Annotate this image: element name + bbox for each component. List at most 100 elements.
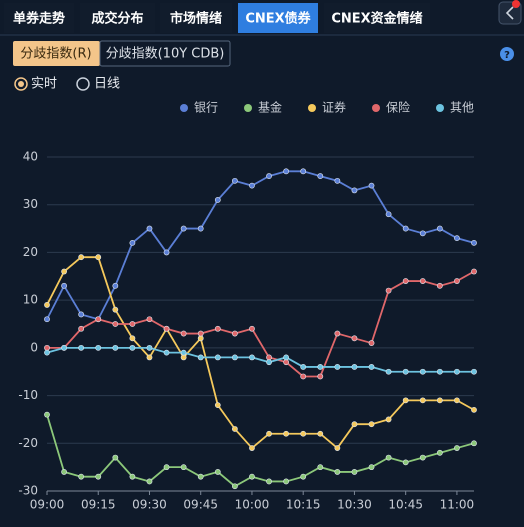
x-tick-label: 10:00 xyxy=(235,498,270,512)
point xyxy=(351,187,358,194)
subtab[interactable] xyxy=(99,40,231,67)
point xyxy=(231,483,238,490)
subtab[interactable] xyxy=(13,41,100,66)
point xyxy=(44,344,50,351)
tab-label: 成交分布 xyxy=(91,11,143,27)
point xyxy=(283,478,290,485)
point xyxy=(197,330,204,337)
point xyxy=(454,397,460,404)
series-line xyxy=(46,170,475,321)
radio[interactable] xyxy=(14,77,28,91)
point xyxy=(197,473,204,480)
point xyxy=(61,344,67,351)
tab[interactable] xyxy=(160,3,232,33)
point xyxy=(266,430,272,437)
point xyxy=(231,177,238,184)
point xyxy=(180,349,187,356)
tab[interactable] xyxy=(4,3,74,33)
notify-dot xyxy=(512,0,520,8)
point xyxy=(436,449,443,456)
point xyxy=(368,421,375,428)
point xyxy=(180,354,187,361)
point xyxy=(471,440,477,447)
point xyxy=(78,311,85,318)
point xyxy=(266,359,272,366)
y-tick-label: 40 xyxy=(23,150,38,164)
point xyxy=(249,182,255,189)
point xyxy=(180,225,187,232)
x-tick-label: 10:15 xyxy=(286,498,321,512)
point xyxy=(61,282,67,289)
point xyxy=(78,254,85,261)
point xyxy=(249,473,255,480)
point xyxy=(385,211,392,218)
point xyxy=(419,454,426,461)
point xyxy=(129,321,136,327)
point xyxy=(44,349,50,356)
collapse-icon xyxy=(505,6,514,20)
point xyxy=(300,373,307,380)
point xyxy=(334,330,341,337)
point xyxy=(334,445,341,451)
point xyxy=(454,445,460,451)
y-tick-label: 10 xyxy=(23,293,38,307)
help-icon[interactable] xyxy=(500,47,514,61)
point xyxy=(385,416,392,423)
tab[interactable] xyxy=(80,3,155,33)
point xyxy=(283,430,290,437)
tab-label: CNEX资金情绪 xyxy=(331,11,422,27)
point xyxy=(214,325,221,332)
point xyxy=(436,397,443,404)
point xyxy=(300,168,307,175)
point xyxy=(146,225,153,232)
point xyxy=(402,368,409,375)
point xyxy=(317,173,324,179)
x-tick-label: 11:00 xyxy=(440,498,475,512)
point xyxy=(44,411,50,418)
point xyxy=(471,368,477,375)
series-line xyxy=(46,414,475,488)
series-line xyxy=(46,256,475,450)
x-tick-label: 09:30 xyxy=(132,498,167,512)
point xyxy=(419,397,426,404)
point xyxy=(351,364,358,370)
help-text: ? xyxy=(504,50,510,61)
point xyxy=(214,469,221,475)
point xyxy=(163,325,170,332)
legend-swatch xyxy=(436,104,444,112)
point xyxy=(351,421,358,428)
point xyxy=(197,335,204,342)
y-tick-label: 20 xyxy=(23,245,38,259)
legend-label: 证券 xyxy=(322,100,346,115)
radio[interactable] xyxy=(76,77,90,91)
point xyxy=(266,173,272,179)
point xyxy=(300,364,307,370)
point xyxy=(402,459,409,466)
tab[interactable] xyxy=(324,3,430,33)
tab-label: 单券走势 xyxy=(13,11,65,27)
point xyxy=(61,469,67,475)
point xyxy=(436,368,443,375)
point xyxy=(266,354,272,361)
legend-swatch xyxy=(372,104,380,112)
tab-label: 市场情绪 xyxy=(170,11,222,27)
legend-swatch xyxy=(244,104,252,112)
point xyxy=(95,473,102,480)
radio-dot xyxy=(18,81,24,87)
legend-label: 基金 xyxy=(258,100,282,115)
point xyxy=(146,478,153,485)
point xyxy=(180,464,187,471)
point xyxy=(163,464,170,471)
point xyxy=(283,168,290,175)
point xyxy=(471,406,477,413)
point xyxy=(402,225,409,232)
subtab-label: 分歧指数(10Y CDB) xyxy=(106,47,225,62)
point xyxy=(78,344,85,351)
point xyxy=(231,354,238,361)
point xyxy=(283,354,290,361)
point xyxy=(283,359,290,366)
point xyxy=(334,469,341,475)
point xyxy=(368,182,375,189)
tab[interactable] xyxy=(238,3,318,33)
